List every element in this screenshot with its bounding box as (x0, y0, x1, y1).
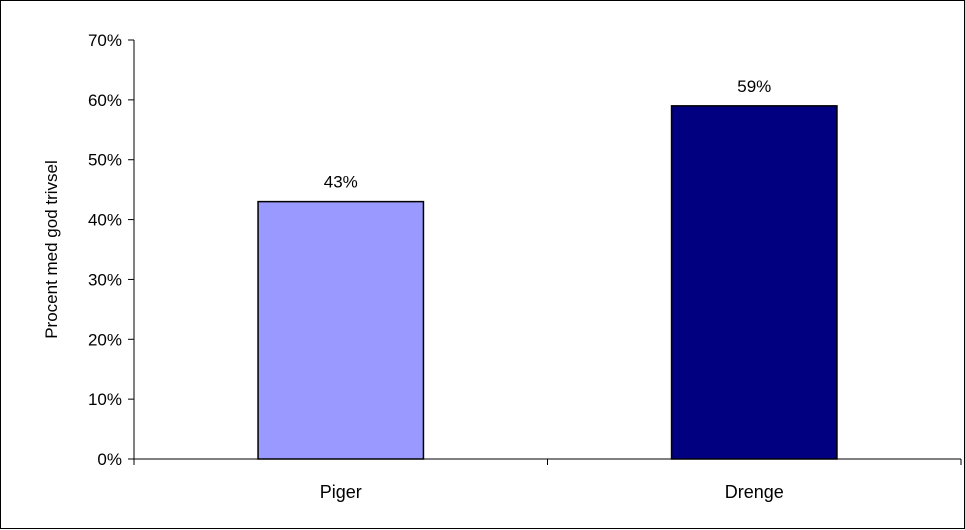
y-tick-label: 0% (97, 450, 122, 469)
y-tick-label: 50% (88, 151, 122, 170)
data-label-piger: 43% (324, 173, 358, 192)
y-tick-label: 40% (88, 211, 122, 230)
y-tick-label: 70% (88, 31, 122, 50)
y-axis: 0% 10% 20% 30% 40% 50% 60% 70% (88, 31, 135, 469)
category-label-drenge: Drenge (725, 482, 784, 502)
bars (257, 105, 838, 460)
y-tick-label: 20% (88, 330, 122, 349)
category-label-piger: Piger (320, 482, 362, 502)
bar-piger (257, 200, 425, 460)
data-label-drenge: 59% (737, 77, 771, 96)
y-axis-title: Procent med god trivsel (42, 160, 61, 339)
y-tick-label: 10% (88, 390, 122, 409)
y-tick-label: 60% (88, 91, 122, 110)
bar-drenge (670, 105, 838, 460)
y-tick-label: 30% (88, 270, 122, 289)
data-labels: 43% Piger 59% Drenge (320, 77, 784, 502)
x-axis (133, 458, 962, 465)
